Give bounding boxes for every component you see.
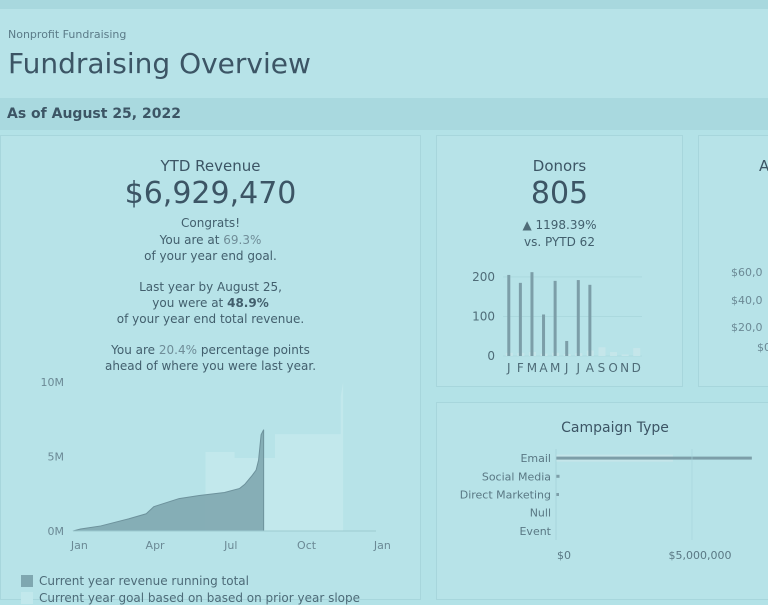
month-label: M [527, 361, 537, 375]
donor-bar [507, 274, 511, 356]
ahead-suffix: percentage points [200, 343, 310, 357]
third-tick-2: $20,0 [731, 321, 763, 334]
month-label: D [632, 361, 641, 375]
month-label: A [539, 361, 548, 375]
donor-bar [576, 280, 580, 356]
campaign-bar [556, 474, 560, 478]
donor-bar [530, 272, 534, 356]
third-tick-3: $0 [757, 341, 768, 354]
month-label: A [586, 361, 595, 375]
as-of-bar: As of August 25, 2022 [0, 98, 768, 130]
campaign-bar [556, 456, 752, 460]
y-tick-label: 200 [472, 270, 495, 284]
campaign-heading: Campaign Type [561, 420, 669, 436]
revenue-series-area [72, 429, 265, 532]
last-year-prefix: you were at [152, 296, 224, 310]
category-label: Event [519, 525, 551, 538]
top-strip [0, 0, 768, 9]
x-tick-label: Jan [373, 539, 391, 552]
x-tick-label: Jan [70, 539, 88, 552]
donor-bar [542, 314, 546, 356]
goal-percent: 69.3% [223, 233, 262, 247]
x-tick-label: $0 [557, 549, 571, 562]
y-tick-label: 10M [41, 378, 65, 389]
goal-prefix: You are at [159, 233, 220, 247]
ahead-prefix: You are [111, 343, 156, 357]
month-label: J [564, 361, 569, 375]
month-label: J [576, 361, 581, 375]
last-year-line1: Last year by August 25, [139, 280, 282, 294]
month-label: S [598, 361, 606, 375]
ytd-revenue-card[interactable]: YTD Revenue $6,929,470 Congrats! You are… [0, 135, 422, 605]
donors-change-value: 1198.39% [535, 218, 597, 232]
legend-item-current[interactable]: Current year revenue running total [21, 574, 249, 588]
x-tick-label: $5,000,000 [669, 549, 732, 562]
last-year-percent: 48.9% [227, 296, 269, 310]
legend-label-current: Current year revenue running total [39, 574, 249, 588]
campaign-bar [556, 493, 559, 496]
y-tick-label: 0 [487, 349, 495, 363]
legend-label-goal: Current year goal based on based on prio… [39, 591, 361, 605]
ytd-area-chart[interactable]: 10M 5M 0M Jan Apr Jul Oct Jan [1, 378, 422, 558]
dashboard-header: Nonprofit Fundraising Fundraising Overvi… [0, 9, 768, 98]
donor-bar [588, 284, 592, 356]
month-label: O [608, 361, 617, 375]
x-tick-label: Oct [297, 539, 317, 552]
donors-value: 805 [530, 176, 589, 211]
as-of-date: As of August 25, 2022 [7, 106, 181, 122]
y-tick-label: 0M [48, 525, 65, 538]
donors-vs: vs. PYTD 62 [524, 235, 595, 249]
month-label: J [506, 361, 511, 375]
prior-year-bar [621, 354, 629, 356]
goal-line: You are at 69.3% [1, 233, 420, 247]
dashboard-subtitle: Nonprofit Fundraising [8, 28, 127, 41]
last-year-line3: of your year end total revenue. [116, 312, 305, 326]
legend-swatch-goal [21, 592, 33, 604]
ahead-line1: You are 20.4% percentage points [1, 343, 420, 357]
donors-heading: Donors [532, 157, 587, 175]
congrats-text: Congrats! [181, 216, 240, 230]
donor-bar [518, 282, 522, 356]
category-label: Email [520, 452, 551, 465]
category-label: Direct Marketing [460, 489, 551, 502]
campaign-bar-chart[interactable]: Email Social Media Direct Marketing Null Eve… [437, 441, 768, 601]
ytd-value: $6,929,470 [124, 176, 297, 211]
category-label: Social Media [482, 470, 551, 483]
y-tick-label: 5M [48, 451, 65, 464]
month-label: N [620, 361, 629, 375]
third-card-heading: A [759, 157, 768, 175]
donor-bar [553, 280, 557, 356]
last-year-line2: you were at 48.9% [1, 296, 420, 310]
y-tick-label: 100 [472, 309, 495, 323]
up-triangle-icon: ▲ [522, 218, 532, 232]
page-title: Fundraising Overview [8, 47, 311, 80]
prior-year-bar [633, 348, 641, 356]
donor-bar [565, 340, 569, 356]
x-tick-label: Apr [146, 539, 166, 552]
third-tick-1: $40,0 [731, 294, 763, 307]
ytd-heading: YTD Revenue [160, 157, 261, 175]
x-tick-label: Jul [223, 539, 237, 552]
legend-item-goal[interactable]: Current year goal based on based on prio… [21, 591, 360, 605]
prior-year-bar [610, 352, 618, 356]
category-label: Null [530, 507, 551, 520]
month-label: F [517, 361, 524, 375]
ahead-percent: 20.4% [158, 343, 198, 357]
third-tick-0: $60,0 [731, 266, 763, 279]
month-label: M [550, 361, 560, 375]
donors-card[interactable]: Donors 805 ▲ 1198.39% vs. PYTD 62 200 100… [436, 135, 683, 387]
legend-swatch-current [21, 575, 33, 587]
campaign-type-card[interactable]: Campaign Type Email Social Media Direct Ma… [436, 402, 768, 600]
ahead-line2: ahead of where you were last year. [104, 359, 317, 373]
goal-suffix: of your year end goal. [144, 249, 277, 263]
donors-change: ▲ 1198.39% [437, 218, 682, 232]
third-kpi-card[interactable]: A $60,0 $40,0 $20,0 $0 [698, 135, 768, 387]
prior-year-bar [598, 347, 606, 356]
